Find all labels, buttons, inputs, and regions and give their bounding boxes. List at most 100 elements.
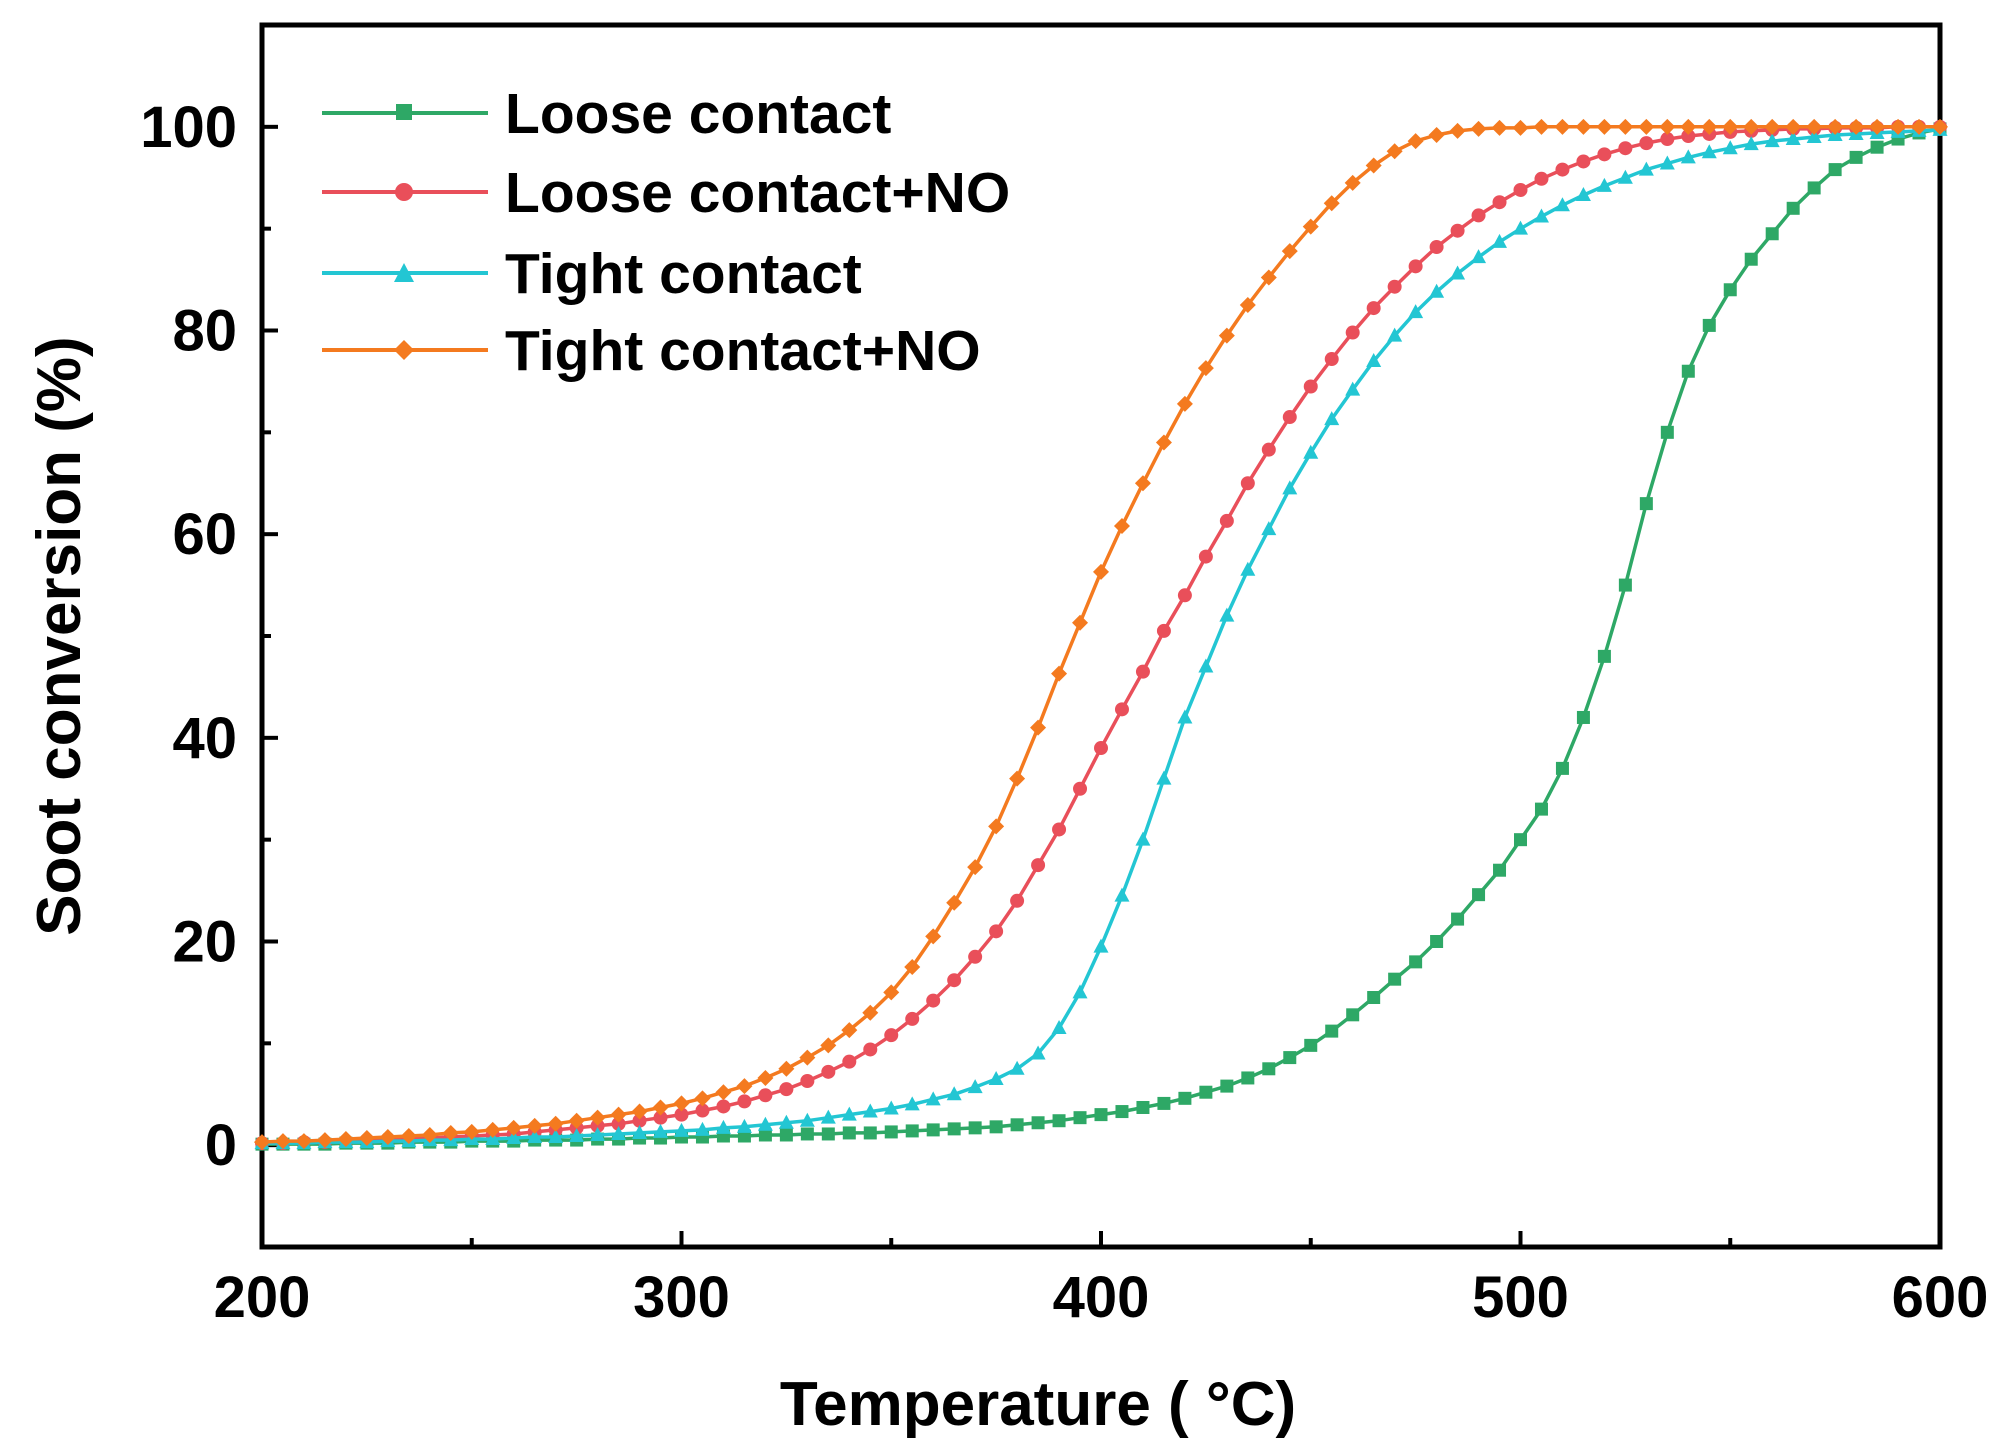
data-point-loose-contact bbox=[1555, 761, 1569, 775]
data-point-tight-contact-no bbox=[652, 1099, 669, 1116]
data-point-loose-contact bbox=[905, 1124, 919, 1138]
data-point-loose-contact bbox=[1178, 1091, 1192, 1105]
data-point-loose-contact-no bbox=[1156, 623, 1171, 638]
data-point-loose-contact-no bbox=[1177, 588, 1192, 603]
data-point-loose-contact bbox=[1157, 1096, 1171, 1110]
data-point-tight-contact-no bbox=[631, 1103, 648, 1120]
data-point-loose-contact bbox=[1304, 1038, 1318, 1052]
data-point-tight-contact bbox=[1617, 169, 1633, 184]
data-point-loose-contact-no bbox=[1555, 162, 1570, 177]
data-point-tight-contact-no bbox=[1848, 118, 1865, 135]
data-point-loose-contact-no bbox=[1135, 664, 1150, 679]
data-point-tight-contact bbox=[1554, 197, 1570, 212]
data-point-tight-contact-no bbox=[1533, 118, 1550, 135]
data-point-tight-contact-no bbox=[379, 1129, 396, 1146]
data-point-tight-contact-no bbox=[316, 1132, 333, 1149]
data-point-tight-contact-no bbox=[1176, 395, 1193, 412]
data-point-tight-contact-no bbox=[1113, 518, 1130, 535]
data-point-tight-contact-no bbox=[1890, 118, 1907, 135]
data-point-loose-contact-no bbox=[1324, 352, 1339, 367]
data-point-tight-contact-no bbox=[1911, 118, 1928, 135]
data-point-tight-contact-no bbox=[1512, 119, 1529, 136]
data-point-loose-contact bbox=[821, 1127, 835, 1141]
data-point-loose-contact bbox=[1807, 181, 1821, 195]
legend-label-loose-contact: Loose contact bbox=[505, 82, 891, 146]
data-point-tight-contact bbox=[1240, 561, 1256, 576]
data-point-loose-contact bbox=[1430, 935, 1444, 948]
data-point-tight-contact bbox=[1345, 381, 1361, 396]
data-point-tight-contact bbox=[1680, 149, 1696, 164]
data-point-loose-contact bbox=[1346, 1008, 1360, 1022]
data-point-tight-contact-no bbox=[1323, 195, 1340, 212]
data-point-loose-contact bbox=[1681, 364, 1695, 378]
data-point-loose-contact-no bbox=[695, 1103, 710, 1118]
y-tick-label: 0 bbox=[205, 1113, 237, 1178]
data-point-loose-contact-no bbox=[1073, 781, 1088, 796]
data-point-tight-contact bbox=[569, 1128, 585, 1143]
data-point-loose-contact-no bbox=[737, 1094, 752, 1109]
data-point-tight-contact-no bbox=[1134, 475, 1151, 492]
data-point-loose-contact-no bbox=[611, 1116, 626, 1131]
data-point-tight-contact bbox=[1072, 984, 1088, 999]
data-point-tight-contact-no bbox=[1806, 118, 1823, 135]
y-axis-title: Soot conversion (%) bbox=[25, 336, 94, 935]
data-point-tight-contact-no bbox=[1764, 118, 1781, 135]
data-point-tight-contact bbox=[736, 1118, 752, 1133]
data-point-loose-contact bbox=[1702, 318, 1716, 332]
data-point-loose-contact-no bbox=[674, 1107, 689, 1122]
data-point-tight-contact bbox=[1051, 1020, 1067, 1035]
data-point-loose-contact-no bbox=[1429, 239, 1444, 254]
y-tick-label: 80 bbox=[172, 299, 237, 364]
data-point-tight-contact-no bbox=[988, 818, 1005, 835]
data-point-loose-contact-no bbox=[1261, 442, 1276, 457]
series-tight-contact bbox=[254, 121, 1948, 1150]
data-point-tight-contact-no bbox=[1596, 118, 1613, 135]
data-point-loose-contact-no bbox=[1031, 858, 1046, 873]
legend-label-loose-contact-no: Loose contact+NO bbox=[505, 161, 1010, 225]
data-point-tight-contact-no bbox=[1051, 665, 1068, 682]
data-point-tight-contact bbox=[611, 1125, 627, 1140]
data-point-loose-contact bbox=[1849, 150, 1863, 164]
data-point-loose-contact-no bbox=[1094, 741, 1108, 756]
data-point-loose-contact-no bbox=[1052, 822, 1067, 837]
data-point-loose-contact-no bbox=[1282, 410, 1297, 425]
data-point-tight-contact-no bbox=[1659, 118, 1676, 135]
data-point-tight-contact bbox=[1450, 265, 1466, 280]
data-point-tight-contact bbox=[778, 1114, 794, 1129]
data-point-tight-contact bbox=[862, 1103, 878, 1118]
data-point-tight-contact bbox=[1659, 155, 1675, 170]
data-point-loose-contact bbox=[1094, 1108, 1108, 1122]
data-point-tight-contact-no bbox=[568, 1112, 585, 1129]
legend-marker-tight-contact bbox=[394, 263, 414, 282]
data-point-tight-contact-no bbox=[1407, 133, 1424, 150]
data-point-tight-contact bbox=[1743, 136, 1759, 151]
data-point-loose-contact-no bbox=[716, 1099, 731, 1114]
data-point-tight-contact bbox=[1492, 233, 1508, 248]
data-point-tight-contact-no bbox=[337, 1131, 354, 1148]
data-point-tight-contact bbox=[1533, 208, 1549, 223]
data-point-tight-contact bbox=[988, 1070, 1004, 1085]
data-point-loose-contact bbox=[1325, 1024, 1339, 1038]
data-point-loose-contact-no bbox=[1492, 195, 1507, 210]
data-point-tight-contact bbox=[1282, 480, 1298, 495]
data-point-loose-contact bbox=[1136, 1100, 1150, 1114]
data-point-tight-contact-no bbox=[862, 1004, 879, 1021]
data-point-tight-contact-no bbox=[799, 1049, 816, 1066]
data-point-tight-contact bbox=[1303, 444, 1319, 459]
data-point-tight-contact bbox=[1177, 709, 1193, 724]
x-axis: 200 300 400 500 600 bbox=[214, 1231, 1988, 1330]
data-point-tight-contact-no bbox=[1470, 120, 1487, 137]
legend-entry-tight-contact-no: Tight contact+NO bbox=[322, 319, 981, 383]
data-point-tight-contact bbox=[820, 1109, 836, 1124]
data-point-tight-contact-no bbox=[1785, 118, 1802, 135]
data-point-tight-contact-no bbox=[1239, 297, 1256, 314]
data-point-loose-contact bbox=[779, 1128, 793, 1142]
data-point-loose-contact bbox=[1052, 1114, 1066, 1128]
data-point-tight-contact-no bbox=[1093, 563, 1109, 580]
data-point-tight-contact bbox=[715, 1119, 731, 1134]
data-point-tight-contact bbox=[1030, 1045, 1046, 1060]
data-point-loose-contact bbox=[1388, 972, 1402, 986]
data-point-tight-contact bbox=[841, 1106, 857, 1121]
data-point-tight-contact bbox=[674, 1122, 689, 1137]
